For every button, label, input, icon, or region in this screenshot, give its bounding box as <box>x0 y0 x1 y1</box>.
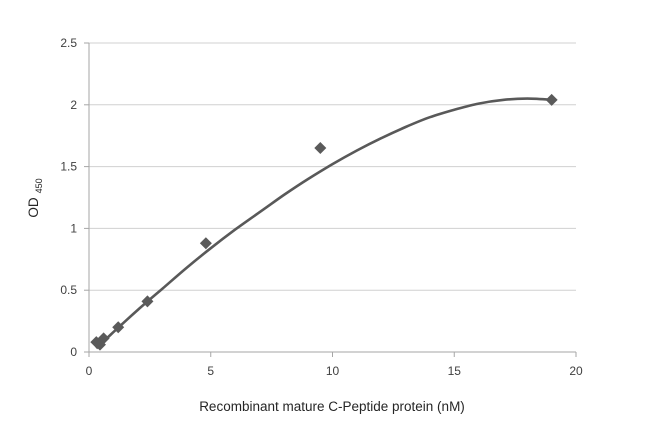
trendline <box>95 97 552 350</box>
x-tick-label: 5 <box>207 364 214 378</box>
gridlines <box>89 42 576 291</box>
y-tick-label: 0.5 <box>60 283 77 297</box>
data-point-diamond <box>112 321 125 334</box>
y-tick-label: 2.5 <box>60 36 77 50</box>
x-tick-label: 20 <box>569 364 583 378</box>
y-axis-title-subscript: 450 <box>34 178 44 193</box>
x-tick-label: 0 <box>86 364 93 378</box>
y-tick-label: 0 <box>70 345 77 359</box>
data-point-diamond <box>141 295 154 308</box>
x-tick-label: 10 <box>326 364 340 378</box>
data-points <box>90 93 558 351</box>
data-point-diamond <box>97 332 110 345</box>
y-tick-label: 1.5 <box>60 160 77 174</box>
data-point-diamond <box>545 93 558 106</box>
data-point-diamond <box>199 237 212 250</box>
x-tick-label: 15 <box>448 364 462 378</box>
y-tick-label: 1 <box>70 221 77 235</box>
y-axis-title: OD 450 <box>26 178 44 217</box>
axes <box>84 42 577 357</box>
x-axis-title: Recombinant mature C-Peptide protein (nM… <box>199 399 465 414</box>
y-axis-title-main: OD <box>26 197 41 218</box>
trendline-group <box>95 97 552 350</box>
y-tick-label: 2 <box>70 98 77 112</box>
tick-labels: 0 0.5 1 1.5 2 2.5 0 5 10 15 20 <box>60 36 583 378</box>
data-point-diamond <box>314 142 327 155</box>
